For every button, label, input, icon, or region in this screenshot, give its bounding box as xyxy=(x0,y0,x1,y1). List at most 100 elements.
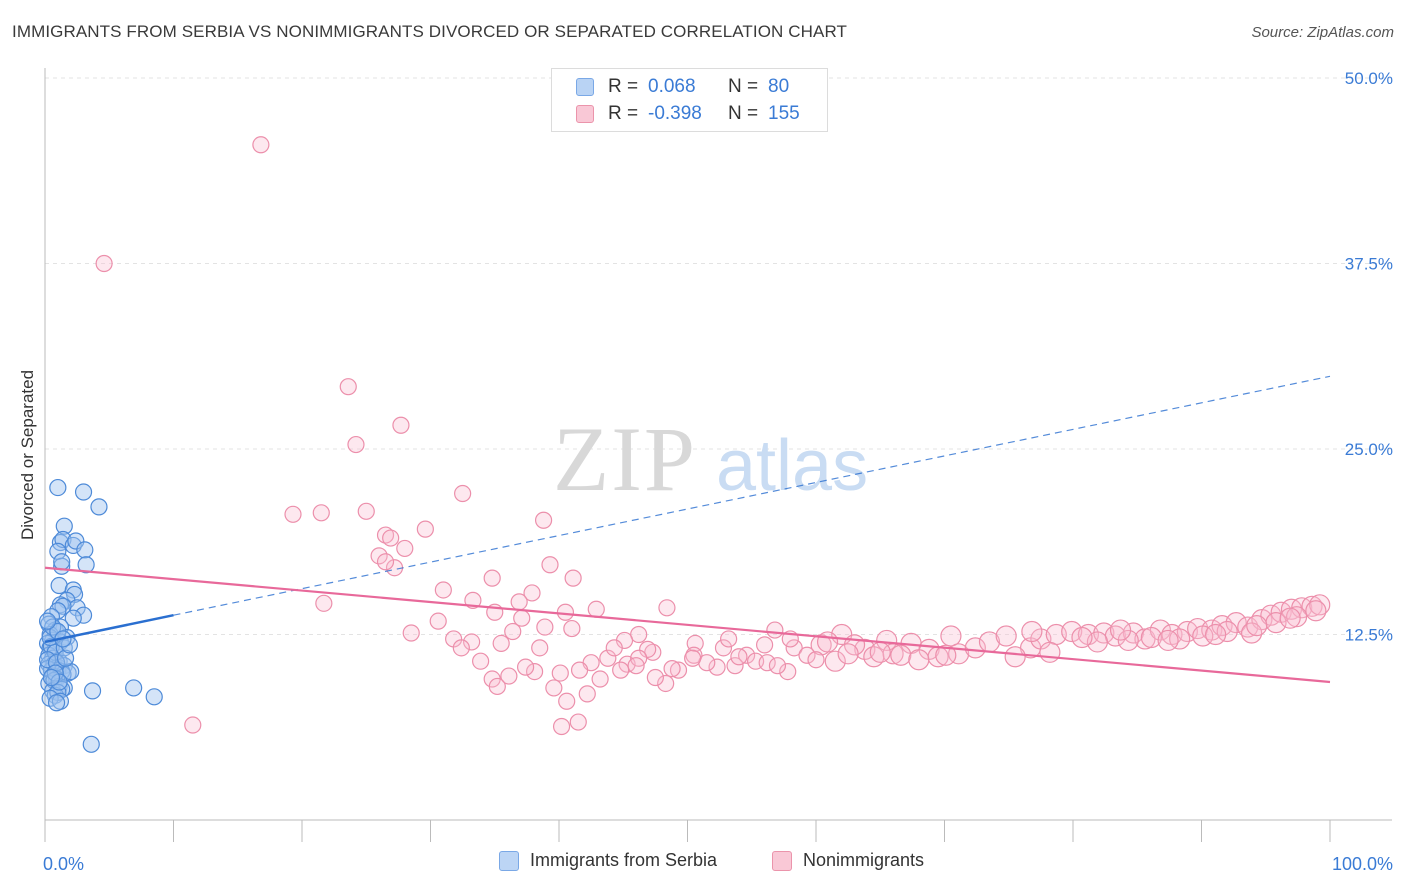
tick-labels: 12.5% 25.0% 37.5% 50.0% 0.0% 100.0% xyxy=(43,69,1393,874)
nonimmigrants-point xyxy=(1305,600,1327,622)
nonimmigrants-point xyxy=(779,662,797,681)
nonimmigrants-legend-label: Nonimmigrants xyxy=(803,850,925,870)
nonimmigrants-point xyxy=(612,661,630,679)
y-tick-label: 12.5% xyxy=(1345,626,1393,645)
nonimmigrants-point xyxy=(816,631,839,653)
y-tick-label: 37.5% xyxy=(1345,255,1393,274)
r-label: R = xyxy=(608,76,639,97)
serbia-point xyxy=(38,612,57,630)
nonimmigrants-point xyxy=(434,581,452,599)
nonimmigrants-point xyxy=(1004,646,1026,668)
serbia-point xyxy=(56,649,75,667)
serbia-point xyxy=(74,483,93,501)
nonimmigrants-point xyxy=(1246,614,1268,637)
serbia-point xyxy=(55,517,73,535)
nonimmigrants-point xyxy=(396,539,414,558)
nonimmigrants-point xyxy=(454,484,472,503)
nonimmigrants-point xyxy=(525,662,544,681)
nonimmigrants-point xyxy=(510,593,528,611)
nonimmigrants-point xyxy=(516,658,535,676)
nonimmigrants-point xyxy=(339,378,357,396)
legend-row-nonimmigrants: R = -0.398 N = 155 xyxy=(576,102,800,126)
r-value: 0.068 xyxy=(648,76,696,97)
nonimmigrants-point xyxy=(382,529,400,547)
serbia-point xyxy=(47,694,66,712)
nonimmigrants-points xyxy=(95,136,1331,736)
correlation-legend: R = 0.068 N = 80 R = -0.398 N = 155 xyxy=(551,68,828,132)
serbia-points xyxy=(38,478,163,753)
nonimmigrants-swatch xyxy=(576,105,594,123)
nonimmigrants-point xyxy=(392,416,410,434)
n-value: 80 xyxy=(768,76,790,97)
nonimmigrants-point xyxy=(545,679,563,697)
nonimmigrants-point xyxy=(755,636,774,654)
nonimmigrants-point xyxy=(1205,623,1227,646)
nonimmigrants-point xyxy=(714,639,733,657)
nonimmigrants-point xyxy=(658,599,676,617)
serbia-point xyxy=(67,532,85,550)
nonimmigrants-point xyxy=(578,685,596,703)
nonimmigrants-point xyxy=(541,556,559,574)
nonimmigrants-point xyxy=(708,658,726,676)
nonimmigrants-point xyxy=(1117,629,1139,652)
nonimmigrants-point xyxy=(1149,619,1171,641)
nonimmigrants-point xyxy=(869,641,891,663)
nonimmigrants-point xyxy=(1061,620,1083,643)
nonimmigrants-point xyxy=(1169,628,1191,650)
nonimmigrants-point xyxy=(890,644,912,666)
nonimmigrants-point xyxy=(940,625,962,647)
n-value: 155 xyxy=(768,103,800,124)
nonimmigrants-legend-swatch xyxy=(772,850,792,871)
serbia-point xyxy=(50,576,68,595)
nonimmigrants-point xyxy=(429,612,447,630)
nonimmigrants-point xyxy=(523,584,541,602)
serbia-legend-swatch xyxy=(499,850,519,871)
nonimmigrants-point xyxy=(1279,607,1301,629)
serbia-point xyxy=(49,602,67,620)
nonimmigrants-point xyxy=(1039,641,1061,663)
nonimmigrants-point xyxy=(531,639,549,657)
nonimmigrants-point xyxy=(376,526,395,544)
nonimmigrants-point xyxy=(766,621,784,639)
nonimmigrants-point xyxy=(1285,606,1308,628)
nonimmigrants-point xyxy=(591,670,609,688)
serbia-point xyxy=(64,609,82,627)
nonimmigrants-point xyxy=(730,648,748,666)
nonimmigrants-point xyxy=(605,639,623,657)
nonimmigrants-point xyxy=(1225,612,1247,634)
nonimmigrants-point xyxy=(563,619,581,638)
serbia-trend-line xyxy=(44,613,174,644)
r-label: R = xyxy=(608,103,639,124)
nonimmigrants-point xyxy=(1309,594,1331,616)
nonimmigrants-point xyxy=(720,630,738,648)
nonimmigrants-point xyxy=(483,569,501,587)
nonimmigrants-point xyxy=(627,657,645,675)
nonimmigrants-point xyxy=(252,136,270,154)
nonimmigrants-point xyxy=(488,677,506,696)
serbia-point xyxy=(90,498,108,516)
nonimmigrants-point xyxy=(570,661,589,679)
nonimmigrants-point xyxy=(347,435,365,454)
n-label: N = xyxy=(728,103,759,124)
nonimmigrants-point xyxy=(599,649,617,667)
nonimmigrants-point xyxy=(908,649,930,671)
nonimmigrants-point xyxy=(452,639,470,657)
x-tick-label-max: 100.0% xyxy=(1332,854,1393,874)
nonimmigrants-point xyxy=(1021,620,1043,643)
serbia-point xyxy=(77,556,95,574)
watermark-zip: ZIP xyxy=(553,408,697,510)
nonimmigrants-point xyxy=(569,713,587,731)
nonimmigrants-point xyxy=(534,511,553,529)
nonimmigrants-point xyxy=(768,657,787,675)
nonimmigrants-point xyxy=(964,637,986,659)
serbia-trend-extension xyxy=(173,375,1331,616)
watermark-atlas: atlas xyxy=(716,426,868,506)
nonimmigrants-point xyxy=(639,640,657,658)
serbia-point xyxy=(145,688,163,706)
serbia-point xyxy=(82,735,100,753)
serbia-point xyxy=(74,606,93,624)
nonimmigrants-point xyxy=(376,553,395,571)
nonimmigrants-point xyxy=(564,569,582,587)
nonimmigrants-point xyxy=(876,629,898,652)
legend-item-nonimmigrants: Nonimmigrants xyxy=(772,850,924,871)
